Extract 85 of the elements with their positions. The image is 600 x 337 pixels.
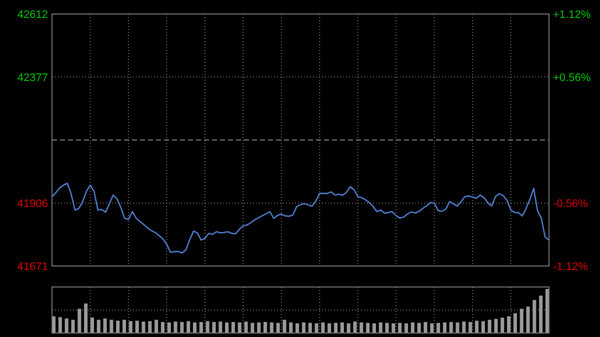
y-tick-label: 42612	[17, 8, 48, 21]
bar	[142, 322, 146, 333]
bar	[296, 323, 300, 333]
bar	[122, 320, 126, 333]
bar	[58, 317, 62, 333]
bar	[84, 304, 88, 333]
bar	[218, 322, 222, 333]
bar	[276, 322, 280, 333]
bar	[417, 322, 421, 333]
bar	[212, 322, 216, 333]
bar	[257, 322, 261, 333]
bar	[398, 322, 402, 333]
bar	[539, 296, 543, 333]
bar	[462, 322, 466, 333]
bar	[135, 320, 139, 333]
bar	[263, 322, 268, 333]
bar	[128, 321, 132, 333]
bar	[481, 321, 485, 333]
bar	[436, 322, 440, 333]
bar	[366, 322, 370, 333]
bar	[340, 322, 344, 333]
y2-tick-label: +0.56%	[553, 72, 591, 84]
bar	[513, 313, 517, 333]
bar	[488, 320, 492, 333]
bar	[186, 321, 190, 333]
bar	[116, 320, 120, 333]
bar	[154, 320, 158, 333]
bar	[192, 322, 197, 333]
bar	[199, 322, 203, 333]
bar	[96, 320, 100, 333]
bar	[410, 322, 414, 333]
bar	[244, 322, 248, 333]
bar	[430, 323, 434, 333]
bar	[238, 322, 242, 333]
bar	[64, 318, 68, 333]
y2-tick-label: -1.12%	[553, 260, 588, 273]
bar	[424, 322, 428, 333]
bar	[321, 322, 325, 333]
bar	[474, 320, 479, 333]
y-tick-label: 41671	[17, 260, 48, 273]
bar	[289, 322, 293, 333]
bar	[334, 322, 338, 333]
bar	[353, 322, 357, 333]
bar	[270, 322, 274, 333]
bar	[500, 318, 504, 333]
bar	[507, 316, 511, 333]
bar	[103, 318, 107, 333]
bar	[206, 321, 210, 333]
bar	[360, 322, 364, 333]
bar	[167, 322, 171, 333]
bar	[314, 323, 318, 333]
bar	[110, 320, 114, 333]
bar	[392, 323, 396, 333]
bar	[78, 308, 82, 333]
y-tick-label: 42377	[17, 72, 48, 84]
bar	[90, 318, 94, 333]
bar	[468, 322, 472, 333]
bar	[160, 322, 164, 333]
bar	[372, 323, 376, 333]
bar	[385, 322, 389, 333]
bar	[449, 322, 453, 333]
bar	[308, 322, 312, 333]
bar	[526, 306, 530, 333]
bar	[442, 322, 446, 333]
bar	[378, 322, 382, 333]
y-tick-label: 41906	[17, 198, 48, 210]
bar	[456, 322, 460, 333]
bar	[225, 322, 229, 333]
bar	[71, 320, 75, 333]
bar	[174, 322, 178, 333]
bar	[328, 323, 332, 333]
bar	[180, 322, 184, 333]
bar	[494, 318, 498, 333]
bar	[302, 322, 306, 333]
bar	[148, 321, 152, 333]
bar	[231, 322, 235, 333]
bar	[282, 320, 286, 333]
bar	[532, 300, 536, 333]
y2-tick-label: +1.12%	[553, 8, 591, 21]
bar	[346, 323, 350, 333]
bar	[404, 323, 408, 333]
bar	[520, 308, 524, 333]
y2-tick-label: -0.56%	[553, 198, 588, 210]
bar	[250, 322, 254, 333]
line-series	[51, 182, 550, 254]
